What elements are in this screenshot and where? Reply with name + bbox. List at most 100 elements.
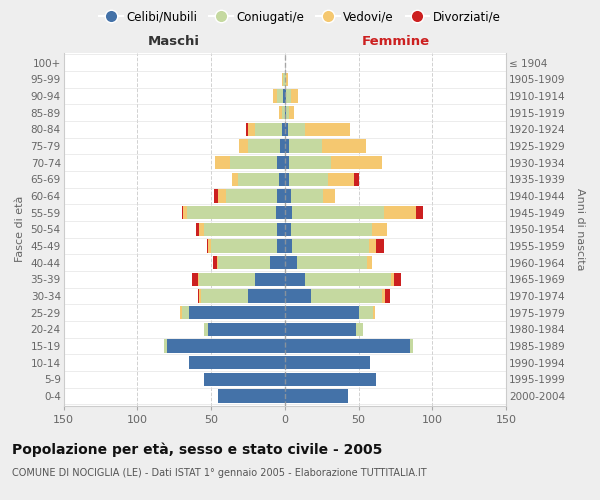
- Bar: [218, 189, 226, 202]
- Bar: [247, 122, 248, 136]
- Text: COMUNE DI NOCIGLIA (LE) - Dati ISTAT 1° gennaio 2005 - Elaborazione TUTTITALIA.I: COMUNE DI NOCIGLIA (LE) - Dati ISTAT 1° …: [12, 468, 427, 477]
- Bar: [282, 122, 285, 136]
- Bar: [218, 390, 285, 402]
- Bar: [279, 106, 282, 119]
- Bar: [167, 340, 285, 352]
- Bar: [211, 240, 277, 252]
- Bar: [285, 139, 289, 152]
- Bar: [285, 156, 289, 169]
- Bar: [189, 356, 285, 370]
- Bar: [286, 106, 289, 119]
- Bar: [285, 206, 292, 220]
- Bar: [367, 256, 372, 270]
- Bar: [292, 240, 369, 252]
- Bar: [328, 172, 354, 186]
- Bar: [385, 290, 389, 302]
- Bar: [354, 172, 359, 186]
- Bar: [270, 256, 285, 270]
- Bar: [230, 156, 277, 169]
- Bar: [248, 122, 256, 136]
- Bar: [285, 172, 289, 186]
- Bar: [359, 306, 373, 320]
- Bar: [277, 189, 285, 202]
- Bar: [248, 139, 280, 152]
- Bar: [285, 390, 348, 402]
- Bar: [285, 222, 291, 236]
- Bar: [187, 206, 276, 220]
- Bar: [218, 256, 270, 270]
- Bar: [285, 356, 370, 370]
- Bar: [282, 106, 285, 119]
- Bar: [196, 222, 199, 236]
- Bar: [372, 222, 386, 236]
- Y-axis label: Fasce di età: Fasce di età: [15, 196, 25, 262]
- Bar: [289, 106, 293, 119]
- Bar: [285, 89, 286, 102]
- Bar: [164, 340, 167, 352]
- Bar: [285, 106, 286, 119]
- Bar: [277, 240, 285, 252]
- Bar: [331, 156, 382, 169]
- Bar: [289, 156, 331, 169]
- Bar: [212, 256, 217, 270]
- Bar: [285, 240, 292, 252]
- Bar: [285, 256, 296, 270]
- Bar: [199, 272, 256, 286]
- Bar: [182, 206, 183, 220]
- Bar: [391, 272, 394, 286]
- Bar: [305, 272, 391, 286]
- Bar: [369, 240, 376, 252]
- Bar: [239, 139, 248, 152]
- Bar: [206, 240, 208, 252]
- Bar: [323, 189, 335, 202]
- Bar: [292, 206, 383, 220]
- Bar: [376, 240, 383, 252]
- Bar: [291, 89, 298, 102]
- Bar: [383, 206, 416, 220]
- Bar: [277, 222, 285, 236]
- Bar: [311, 290, 382, 302]
- Y-axis label: Anni di nascita: Anni di nascita: [575, 188, 585, 270]
- Bar: [286, 72, 288, 86]
- Bar: [214, 189, 218, 202]
- Bar: [289, 139, 322, 152]
- Bar: [232, 172, 238, 186]
- Bar: [217, 256, 218, 270]
- Bar: [285, 340, 410, 352]
- Bar: [285, 372, 376, 386]
- Bar: [382, 290, 385, 302]
- Bar: [283, 72, 285, 86]
- Bar: [208, 240, 211, 252]
- Bar: [203, 322, 208, 336]
- Bar: [285, 322, 356, 336]
- Bar: [394, 272, 401, 286]
- Bar: [285, 189, 291, 202]
- Bar: [201, 290, 248, 302]
- Bar: [291, 189, 323, 202]
- Bar: [273, 89, 277, 102]
- Bar: [256, 122, 282, 136]
- Bar: [279, 172, 285, 186]
- Bar: [282, 72, 283, 86]
- Bar: [248, 290, 285, 302]
- Bar: [208, 322, 285, 336]
- Bar: [285, 306, 359, 320]
- Bar: [305, 122, 350, 136]
- Bar: [199, 290, 201, 302]
- Bar: [410, 340, 413, 352]
- Bar: [226, 189, 277, 202]
- Bar: [280, 139, 285, 152]
- Text: Popolazione per età, sesso e stato civile - 2005: Popolazione per età, sesso e stato civil…: [12, 442, 382, 457]
- Bar: [373, 306, 375, 320]
- Bar: [198, 272, 199, 286]
- Bar: [285, 122, 288, 136]
- Bar: [288, 122, 305, 136]
- Bar: [285, 290, 311, 302]
- Bar: [285, 72, 286, 86]
- Bar: [215, 156, 230, 169]
- Bar: [198, 290, 199, 302]
- Legend: Celibi/Nubili, Coniugati/e, Vedovi/e, Divorziati/e: Celibi/Nubili, Coniugati/e, Vedovi/e, Di…: [95, 6, 505, 28]
- Bar: [192, 272, 198, 286]
- Bar: [296, 256, 367, 270]
- Text: Maschi: Maschi: [148, 36, 200, 49]
